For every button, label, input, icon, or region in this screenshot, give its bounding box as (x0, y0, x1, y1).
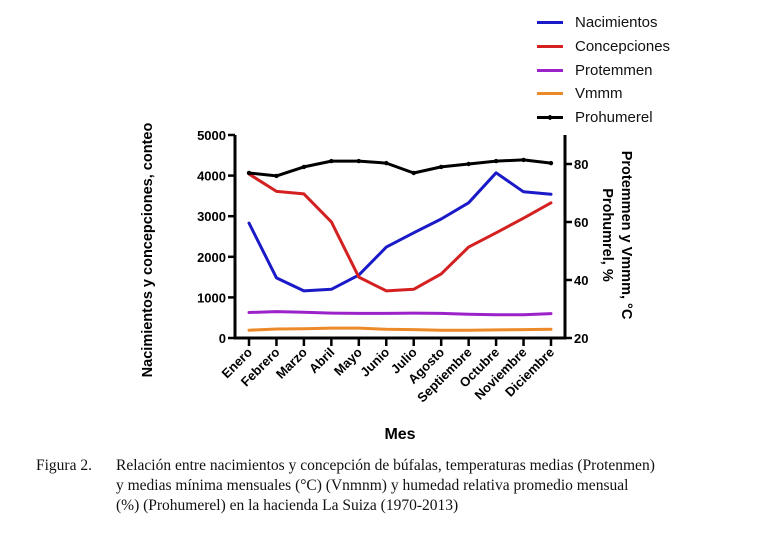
series-layer (246, 157, 554, 332)
legend-swatch-prohumerel (537, 115, 563, 121)
data-point-prohumerel (493, 158, 499, 164)
data-point-prohumerel (274, 173, 279, 179)
legend-swatch-protemmen (537, 68, 563, 72)
data-point-prohumerel (466, 161, 471, 167)
legend-label: Protemmen (575, 61, 653, 79)
series-line-concepciones (247, 172, 553, 293)
right-y-axis-title-line1: Protemmen y Vmmm, °C (618, 151, 634, 320)
right-y-tick-label: 80 (574, 157, 588, 172)
right-y-axis-title-line2: Prohumrel, % (599, 188, 615, 282)
chart: 01000200030004000500020406080EneroFebrer… (140, 123, 634, 443)
x-tick-label: Mayo (331, 344, 365, 378)
x-tick-label: Junio (357, 344, 392, 379)
data-point-prohumerel (384, 160, 389, 166)
caption-body: Relación entre nacimientos y concepción … (116, 456, 756, 516)
legend-marker-dot (548, 115, 552, 121)
data-point-prohumerel (246, 170, 252, 176)
x-tick-label: Abril (306, 345, 338, 377)
legend-label: Prohumerel (575, 109, 653, 127)
legend-item-vmmm: Vmmm (537, 82, 670, 106)
legend-label: Vmmm (575, 85, 623, 103)
left-y-tick-label: 3000 (197, 209, 226, 224)
legend-item-concepciones: Concepciones (537, 35, 670, 59)
data-point-prohumerel (329, 158, 334, 164)
series-line-prohumerel (247, 158, 553, 178)
right-y-tick-label: 60 (574, 215, 588, 230)
left-y-tick-label: 0 (219, 331, 226, 346)
caption-line: Relación entre nacimientos y concepción … (116, 457, 655, 474)
legend-item-prohumerel: Prohumerel (537, 106, 670, 130)
series-line-vmmm (247, 326, 553, 332)
series-line-nacimientos (247, 171, 553, 293)
figure-label: Figura 2. (36, 457, 92, 474)
legend-swatch-concepciones (537, 45, 563, 49)
right-y-tick-label: 20 (574, 331, 588, 346)
caption-line: y medias mínima mensuales (°C) (Vnmnm) y… (116, 477, 629, 494)
axes: 01000200030004000500020406080EneroFebrer… (197, 128, 588, 405)
legend-label: Concepciones (575, 38, 671, 56)
data-point-prohumerel (521, 157, 526, 163)
x-axis-title: Mes (384, 426, 415, 443)
data-point-prohumerel (411, 170, 416, 176)
legend-item-protemmen: Protemmen (537, 58, 670, 82)
caption-line: (%) (Prohumerel) en la hacienda La Suiza… (116, 497, 459, 514)
right-y-tick-label: 40 (574, 273, 588, 288)
legend-swatch-vmmm (537, 92, 563, 96)
legend: Nacimientos Concepciones Protemmen Vmmm … (537, 11, 670, 129)
legend-swatch-nacimientos (537, 21, 563, 25)
legend-label: Nacimientos (575, 14, 658, 32)
left-y-tick-label: 1000 (197, 290, 226, 305)
left-y-tick-label: 2000 (197, 250, 226, 265)
legend-item-nacimientos: Nacimientos (537, 11, 670, 35)
left-y-axis-title: Nacimientos y concepciones, conteo (140, 123, 156, 378)
left-y-tick-label: 4000 (197, 169, 226, 184)
data-point-prohumerel (438, 164, 444, 170)
series-line-protemmen (247, 310, 553, 317)
left-y-tick-label: 5000 (197, 128, 226, 143)
data-point-prohumerel (356, 158, 362, 164)
data-point-prohumerel (301, 164, 307, 170)
x-tick-label: Marzo (273, 344, 310, 381)
data-point-prohumerel (548, 160, 554, 166)
